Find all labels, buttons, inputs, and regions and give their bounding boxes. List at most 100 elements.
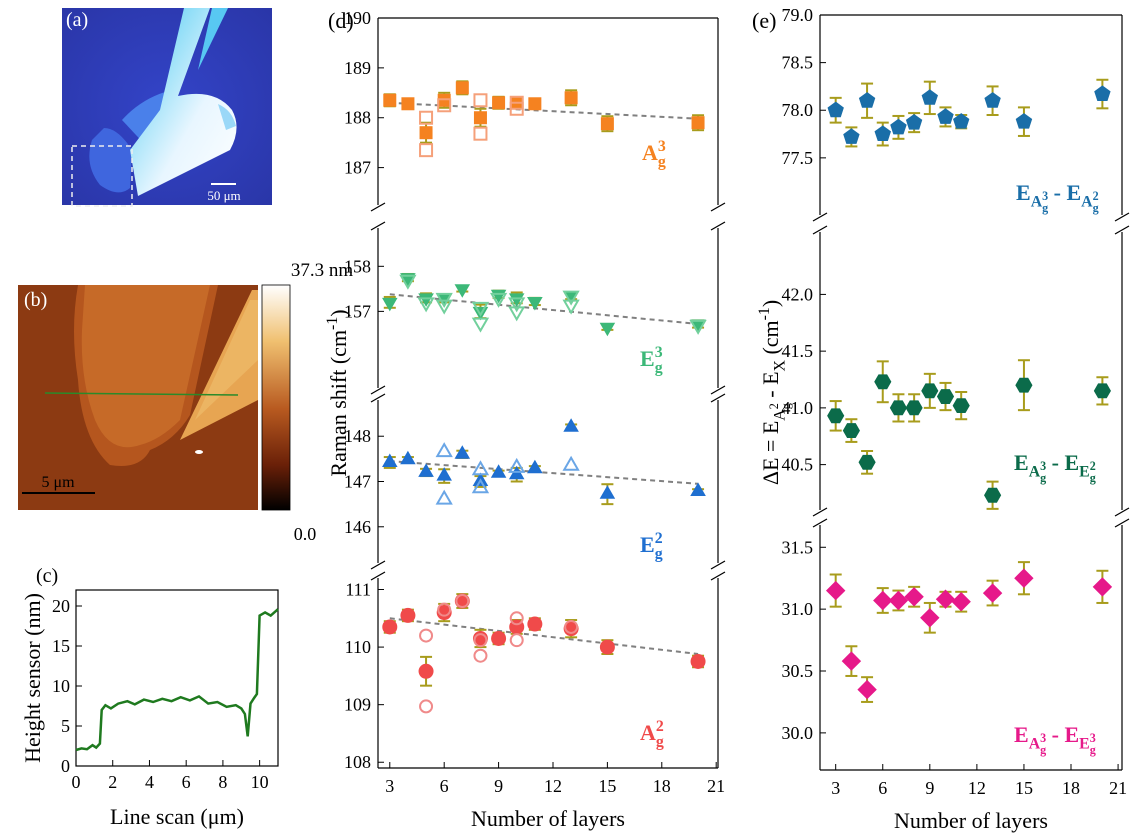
colorbar-max: 37.3 nm — [291, 260, 354, 281]
marker — [435, 292, 453, 308]
label-run: E — [1014, 450, 1029, 475]
axis-break — [1114, 212, 1130, 222]
marker — [437, 602, 452, 617]
axis-break — [710, 560, 726, 570]
axis-break — [710, 385, 726, 395]
marker — [841, 651, 862, 671]
x-tick-label: 3 — [385, 776, 394, 796]
marker — [473, 93, 488, 108]
label-run: A — [1029, 736, 1041, 753]
marker — [904, 587, 924, 607]
y-tick-label: 110 — [345, 637, 371, 657]
marker — [435, 489, 453, 505]
scale-bar-label: 50 μm — [207, 188, 240, 203]
marker — [454, 284, 471, 298]
label-run: g — [655, 546, 663, 563]
label-run: -1 — [324, 317, 341, 330]
series-annotation: Ag3 — [642, 138, 666, 170]
marker — [419, 628, 434, 643]
label-run: -1 — [756, 307, 773, 320]
marker — [527, 459, 543, 474]
marker — [952, 398, 970, 413]
marker — [842, 423, 860, 438]
y-tick-label: 158 — [344, 256, 371, 276]
marker — [471, 478, 490, 494]
height-profile — [75, 608, 279, 752]
series-annotation: EAg3 - EEg3 — [1014, 722, 1096, 757]
optical-image — [62, 8, 272, 207]
x-tick-label: 0 — [72, 772, 81, 792]
label-run: g — [655, 360, 663, 377]
y-tick-label: 41.5 — [782, 341, 814, 361]
marker — [417, 297, 435, 313]
marker — [562, 299, 580, 315]
series-annotation: Eg3 — [640, 344, 663, 376]
marker — [508, 297, 526, 313]
axis-break — [710, 393, 726, 403]
marker — [858, 454, 876, 470]
y-tick-label: 148 — [344, 426, 371, 446]
marker — [508, 457, 526, 473]
y-tick-label: 78.5 — [782, 53, 814, 73]
x-tick-label: 12 — [968, 778, 986, 798]
y-tick-label: 147 — [344, 472, 371, 492]
y-tick-label: 79.0 — [782, 5, 814, 25]
marker — [874, 125, 891, 141]
marker — [563, 418, 579, 432]
x-tick-label: 18 — [653, 776, 671, 796]
label-run: A — [1029, 464, 1041, 481]
marker — [454, 445, 471, 459]
marker — [437, 93, 451, 107]
axis-break — [710, 202, 726, 212]
marker — [437, 98, 452, 113]
marker — [508, 306, 526, 322]
fit-line — [389, 101, 699, 120]
marker — [691, 116, 705, 130]
label-run: 2 — [656, 718, 664, 735]
y-tick-label: 5 — [61, 716, 70, 736]
marker — [528, 97, 542, 111]
axis-break — [370, 221, 386, 231]
y-tick-label: 157 — [344, 301, 371, 321]
label-run: 3 — [1040, 731, 1046, 745]
marker — [936, 389, 955, 404]
label-run: (cm — [758, 320, 783, 360]
marker — [399, 274, 417, 290]
marker — [509, 101, 524, 116]
label-run: g — [1042, 201, 1048, 215]
x-tick-label: 18 — [1062, 778, 1080, 798]
label-run: 3 — [1090, 731, 1096, 745]
label-run: 2 — [1093, 189, 1099, 203]
x-tick-label: 21 — [707, 776, 725, 796]
marker — [382, 619, 398, 635]
axis-break — [370, 571, 386, 581]
label-run: g — [1093, 201, 1099, 215]
x-tick-label: 4 — [145, 772, 154, 792]
x-tick-label: 8 — [218, 772, 227, 792]
marker — [473, 126, 488, 141]
label-run: - E — [1048, 180, 1081, 205]
axis-break — [812, 507, 828, 517]
x-tick-label: 2 — [108, 772, 117, 792]
label-run: A — [1031, 194, 1043, 211]
x-tick-label: 15 — [598, 776, 616, 796]
marker — [1092, 577, 1113, 597]
label-run: g — [1090, 471, 1096, 485]
label-run: g — [658, 154, 666, 171]
marker — [984, 92, 1001, 108]
label-run: g — [1040, 471, 1046, 485]
label-run: X — [772, 359, 789, 371]
axis-break — [812, 212, 828, 222]
marker — [953, 113, 970, 129]
label-run: g — [1040, 743, 1046, 757]
marker — [599, 485, 616, 499]
label-run: 2 — [1090, 459, 1096, 473]
marker — [471, 460, 490, 476]
label-run: A — [1081, 194, 1093, 211]
marker — [455, 594, 470, 609]
colorbar-min: 0.0 — [294, 524, 317, 544]
label-run: 3 — [1040, 459, 1046, 473]
marker — [599, 322, 616, 337]
x-tick-label: 21 — [1109, 778, 1127, 798]
axis-break — [1114, 518, 1130, 528]
